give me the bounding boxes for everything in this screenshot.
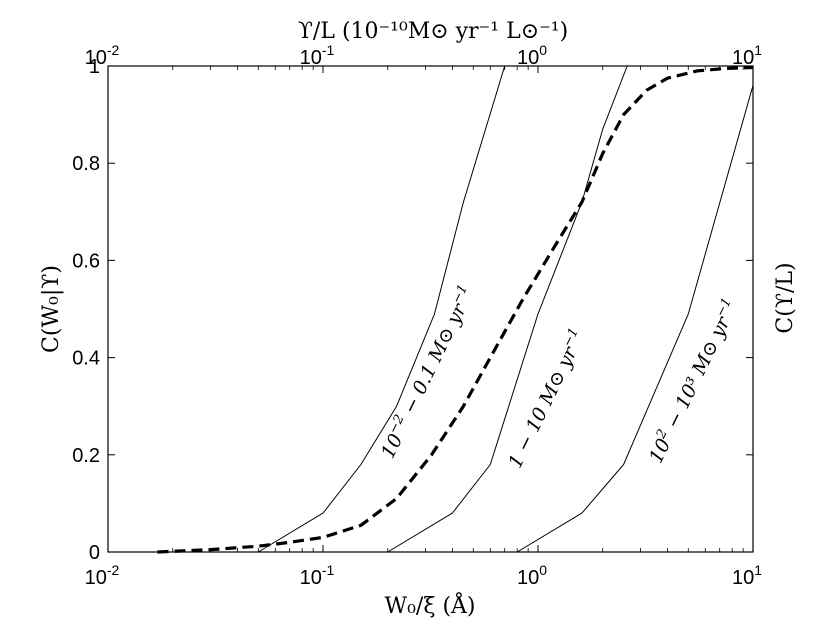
x-axis-label: W₀/ξ (Å)	[384, 591, 475, 619]
top-tick-label: 101	[732, 42, 762, 69]
annotation-1: 10−2 − 0.1 M⊙ yr−1	[375, 282, 479, 462]
y-tick-label: 1	[89, 56, 100, 78]
series-line-4	[157, 65, 754, 554]
plot-frame	[107, 65, 754, 553]
x-tick-label: 101	[732, 562, 762, 589]
annotation-3: 102 − 10³ M⊙ yr−1	[643, 296, 743, 467]
y-tick-label: 0.4	[72, 348, 100, 370]
top-axis-label: ϒ/L (10⁻¹⁰M⊙ yr⁻¹ L⊙⁻¹)	[298, 19, 568, 44]
series-line-3	[516, 85, 754, 553]
annotation-2: 1 − 10 M⊙ yr−1	[502, 326, 590, 472]
top-tick-label: 10-2	[85, 42, 120, 69]
top-tick-label: 100	[517, 42, 547, 69]
top-tick-label: 10-1	[300, 42, 335, 69]
y-axis-label-right: C(ϒ/L)	[773, 262, 798, 333]
x-tick-label: 10-2	[85, 562, 120, 589]
series-group	[157, 65, 754, 554]
y-tick-label: 0.2	[72, 445, 100, 467]
x-tick-label: 100	[517, 562, 547, 589]
x-tick-label: 10-1	[300, 562, 335, 589]
y-axis-label: C(W₀|ϒ)	[39, 265, 64, 353]
y-tick-label: 0.8	[72, 153, 100, 175]
axis-ticks: 10-2 10-1 100 101 10-2 10-1 100 101 0 0.2 0.4 0.6 0.…	[72, 42, 762, 589]
y-tick-label: 0.6	[72, 250, 100, 272]
annotations-group: 10−2 − 0.1 M⊙ yr−1 1 − 10 M⊙ yr−1 102 − 10…	[375, 282, 743, 472]
series-line-2	[387, 65, 628, 553]
series-line-1	[258, 65, 506, 553]
y-tick-label: 0	[89, 542, 100, 564]
